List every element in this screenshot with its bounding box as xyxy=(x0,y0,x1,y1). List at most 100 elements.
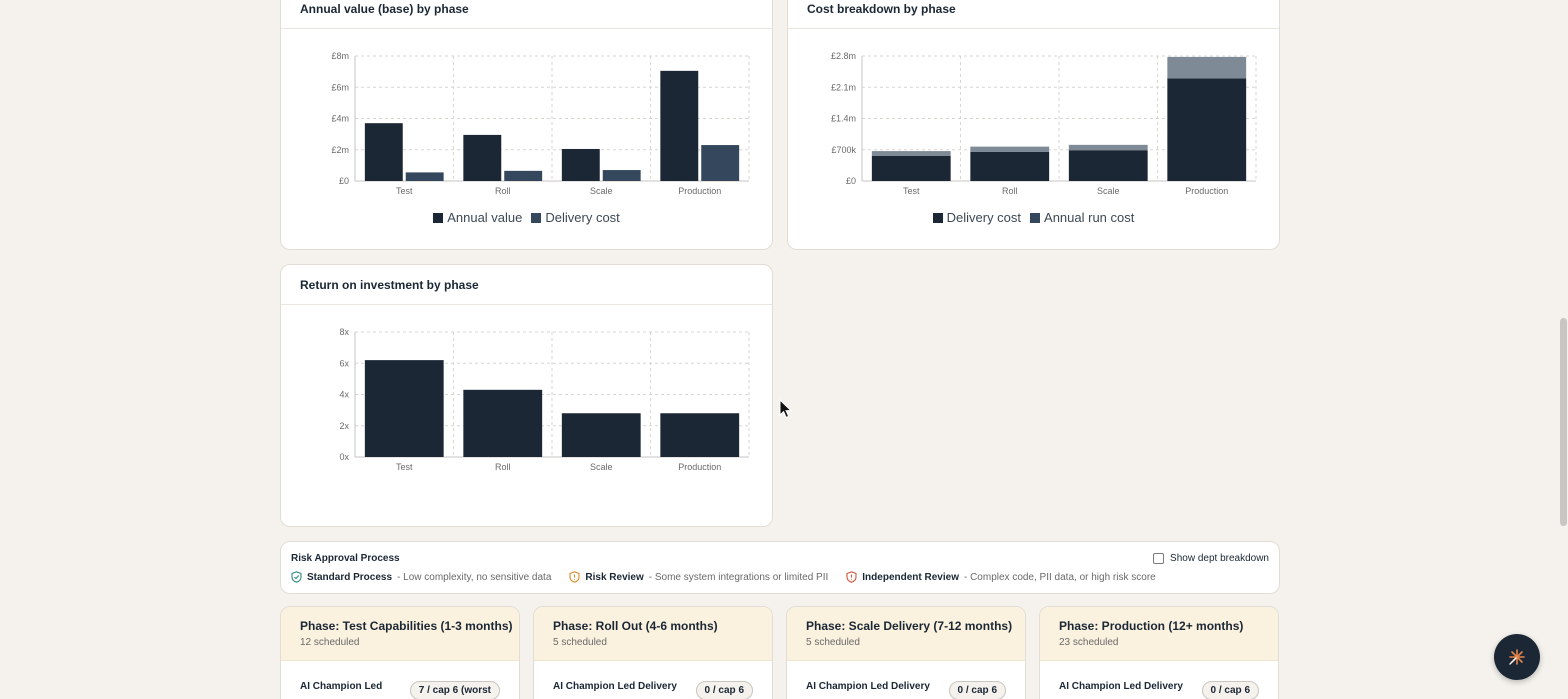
y-tick-label: £0 xyxy=(339,176,349,186)
capacity-badge: 0 / cap 6 xyxy=(948,681,1006,699)
y-tick-label: £8m xyxy=(331,51,349,61)
y-tick-label: £2m xyxy=(331,145,349,155)
bar-delivery-cost-test xyxy=(405,172,444,181)
legend-label: Annual value xyxy=(447,210,523,225)
cost-breakdown-card: Cost breakdown by phase £0 £700k £1.4m £2.1… xyxy=(787,0,1280,250)
risk-approval-panel: Risk Approval Process Show dept breakdow… xyxy=(280,541,1280,594)
phase-count: 5 scheduled xyxy=(553,637,607,648)
capacity-badge: 7 / cap 6 (worst xyxy=(409,681,500,699)
phase-count: 12 scheduled xyxy=(300,637,360,648)
phase-row-label: AI Champion Led xyxy=(300,681,383,692)
annual-value-chart: £0 £2m £4m £6m £8m Test Roll Scale Production xyxy=(331,51,750,196)
phase-row: AI Champion Led Delivery 0 / cap 6 xyxy=(806,681,1006,699)
legend-item-annual-value[interactable]: Annual value xyxy=(433,210,522,225)
risk-name: Standard Process xyxy=(307,571,393,583)
bar-annual-value-test xyxy=(364,123,403,181)
annual-value-legend: Annual value Delivery cost xyxy=(281,210,772,225)
bar-delivery-cost-scale xyxy=(1068,150,1148,181)
legend-swatch-icon xyxy=(433,212,444,223)
sparkle-icon xyxy=(1509,649,1525,665)
y-tick-label: £0 xyxy=(846,176,856,186)
legend-item-delivery-cost[interactable]: Delivery cost xyxy=(531,210,620,225)
bar-annual-run-cost-test xyxy=(871,151,951,156)
legend-swatch-icon xyxy=(1030,212,1041,223)
mouse-cursor-icon xyxy=(779,399,793,419)
y-tick-label: £2.1m xyxy=(831,82,856,92)
x-tick-label: Test xyxy=(903,186,920,196)
bar-annual-value-roll xyxy=(463,134,502,181)
scrollbar-thumb[interactable] xyxy=(1560,318,1567,526)
phase-card-test: Phase: Test Capabilities (1-3 months) 12… xyxy=(280,606,520,699)
bar-production xyxy=(660,413,740,457)
risk-approval-title: Risk Approval Process xyxy=(291,553,400,564)
phase-header: Phase: Roll Out (4-6 months) 5 scheduled xyxy=(534,607,772,661)
phase-row: AI Champion Led 7 / cap 6 (worst xyxy=(300,681,500,699)
legend-item-delivery-cost[interactable]: Delivery cost xyxy=(932,210,1022,225)
roi-title: Return on investment by phase xyxy=(281,265,772,305)
y-tick-label: 0x xyxy=(339,452,349,462)
x-tick-label: Roll xyxy=(495,186,511,196)
shield-alert-icon xyxy=(569,571,580,583)
phase-card-roll-out: Phase: Roll Out (4-6 months) 5 scheduled… xyxy=(533,606,773,699)
phase-title: Phase: Roll Out (4-6 months) xyxy=(553,619,718,633)
risk-desc: - Complex code, PII data, or high risk s… xyxy=(963,571,1156,583)
bar-delivery-cost-scale xyxy=(602,170,641,181)
phase-row-label: AI Champion Led Delivery xyxy=(806,681,930,692)
cost-breakdown-title: Cost breakdown by phase xyxy=(788,0,1279,29)
bar-delivery-cost-test xyxy=(871,156,951,181)
risk-item-review: Risk Review - Some system integrations o… xyxy=(569,571,828,583)
scrollbar[interactable] xyxy=(1558,0,1568,699)
phase-row: AI Champion Led Delivery 0 / cap 6 xyxy=(553,681,753,699)
x-tick-label: Scale xyxy=(590,462,613,472)
legend-swatch-icon xyxy=(932,212,943,223)
y-tick-label: £4m xyxy=(331,114,349,124)
dept-breakdown-label: Show dept breakdown xyxy=(1170,553,1269,564)
risk-desc: - Some system integrations or limited PI… xyxy=(648,571,829,583)
assistant-fab-button[interactable] xyxy=(1494,634,1540,680)
risk-name: Risk Review xyxy=(585,571,644,583)
x-tick-label: Test xyxy=(396,186,413,196)
shield-check-icon xyxy=(291,571,302,583)
risk-name: Independent Review xyxy=(862,571,959,583)
y-tick-label: £1.4m xyxy=(831,114,856,124)
phase-count: 23 scheduled xyxy=(1059,637,1119,648)
x-tick-label: Roll xyxy=(495,462,511,472)
y-tick-label: 2x xyxy=(339,421,349,431)
dept-breakdown-checkbox[interactable] xyxy=(1153,553,1165,564)
risk-item-independent: Independent Review - Complex code, PII d… xyxy=(846,571,1156,583)
risk-desc: - Low complexity, no sensitive data xyxy=(397,571,552,583)
bar-delivery-cost-production xyxy=(1167,78,1247,181)
phase-header: Phase: Production (12+ months) 23 schedu… xyxy=(1040,607,1278,661)
phase-row-label: AI Champion Led Delivery xyxy=(553,681,677,692)
legend-item-annual-run-cost[interactable]: Annual run cost xyxy=(1030,210,1134,225)
bar-delivery-cost-roll xyxy=(504,170,543,181)
legend-label: Delivery cost xyxy=(946,210,1022,225)
legend-label: Delivery cost xyxy=(545,210,620,225)
capacity-badge: 0 / cap 6 xyxy=(1201,681,1259,699)
phase-header: Phase: Test Capabilities (1-3 months) 12… xyxy=(281,607,519,661)
bar-annual-value-production xyxy=(660,70,699,181)
bar-roll xyxy=(463,389,543,457)
phase-card-scale: Phase: Scale Delivery (7-12 months) 5 sc… xyxy=(786,606,1026,699)
bar-delivery-cost-production xyxy=(701,145,740,181)
x-tick-label: Test xyxy=(396,462,413,472)
bar-annual-value-scale xyxy=(561,148,600,181)
y-tick-label: 8x xyxy=(339,327,349,337)
phase-title: Phase: Test Capabilities (1-3 months) xyxy=(300,619,513,633)
bar-delivery-cost-roll xyxy=(970,151,1050,181)
y-tick-label: 4x xyxy=(339,390,349,400)
x-tick-label: Production xyxy=(1185,186,1228,196)
annual-value-title: Annual value (base) by phase xyxy=(281,0,772,29)
roi-card: Return on investment by phase 0x 2x 4x 6x 8x… xyxy=(280,264,773,527)
y-tick-label: 6x xyxy=(339,358,349,368)
bar-scale xyxy=(561,413,641,457)
phase-row-label: AI Champion Led Delivery xyxy=(1059,681,1183,692)
bar-test xyxy=(364,360,444,457)
cost-breakdown-chart: £0 £700k £1.4m £2.1m £2.8m Test Roll Scale Produ… xyxy=(831,51,1257,196)
bar-annual-run-cost-roll xyxy=(970,146,1050,152)
risk-item-standard: Standard Process - Low complexity, no se… xyxy=(291,571,551,583)
legend-label: Annual run cost xyxy=(1044,210,1135,225)
show-dept-breakdown-toggle[interactable]: Show dept breakdown xyxy=(1153,553,1269,564)
phase-card-production: Phase: Production (12+ months) 23 schedu… xyxy=(1039,606,1279,699)
shield-alert-icon xyxy=(846,571,857,583)
